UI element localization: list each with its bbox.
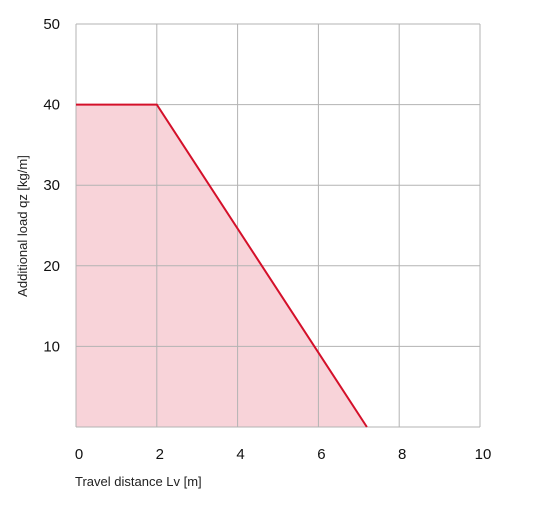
x-tick-label-2: 2 xyxy=(156,446,164,463)
x-tick-label-4: 4 xyxy=(236,446,244,463)
x-tick-label-6: 6 xyxy=(317,446,325,463)
y-tick-label-40: 40 xyxy=(43,97,60,114)
series-0-line xyxy=(76,103,368,428)
x-tick-label-10: 10 xyxy=(475,446,492,463)
y-tick-label-50: 50 xyxy=(43,16,60,33)
y-axis-label: Additional load qz [kg/m] xyxy=(15,155,30,297)
y-tick-label-30: 30 xyxy=(43,177,60,194)
x-axis-label: Travel distance Lv [m] xyxy=(75,474,202,489)
y-tick-label-10: 10 xyxy=(43,338,60,355)
x-tick-label-0: 0 xyxy=(75,446,83,463)
x-tick-label-8: 8 xyxy=(398,446,406,463)
y-tick-label-20: 20 xyxy=(43,258,60,275)
